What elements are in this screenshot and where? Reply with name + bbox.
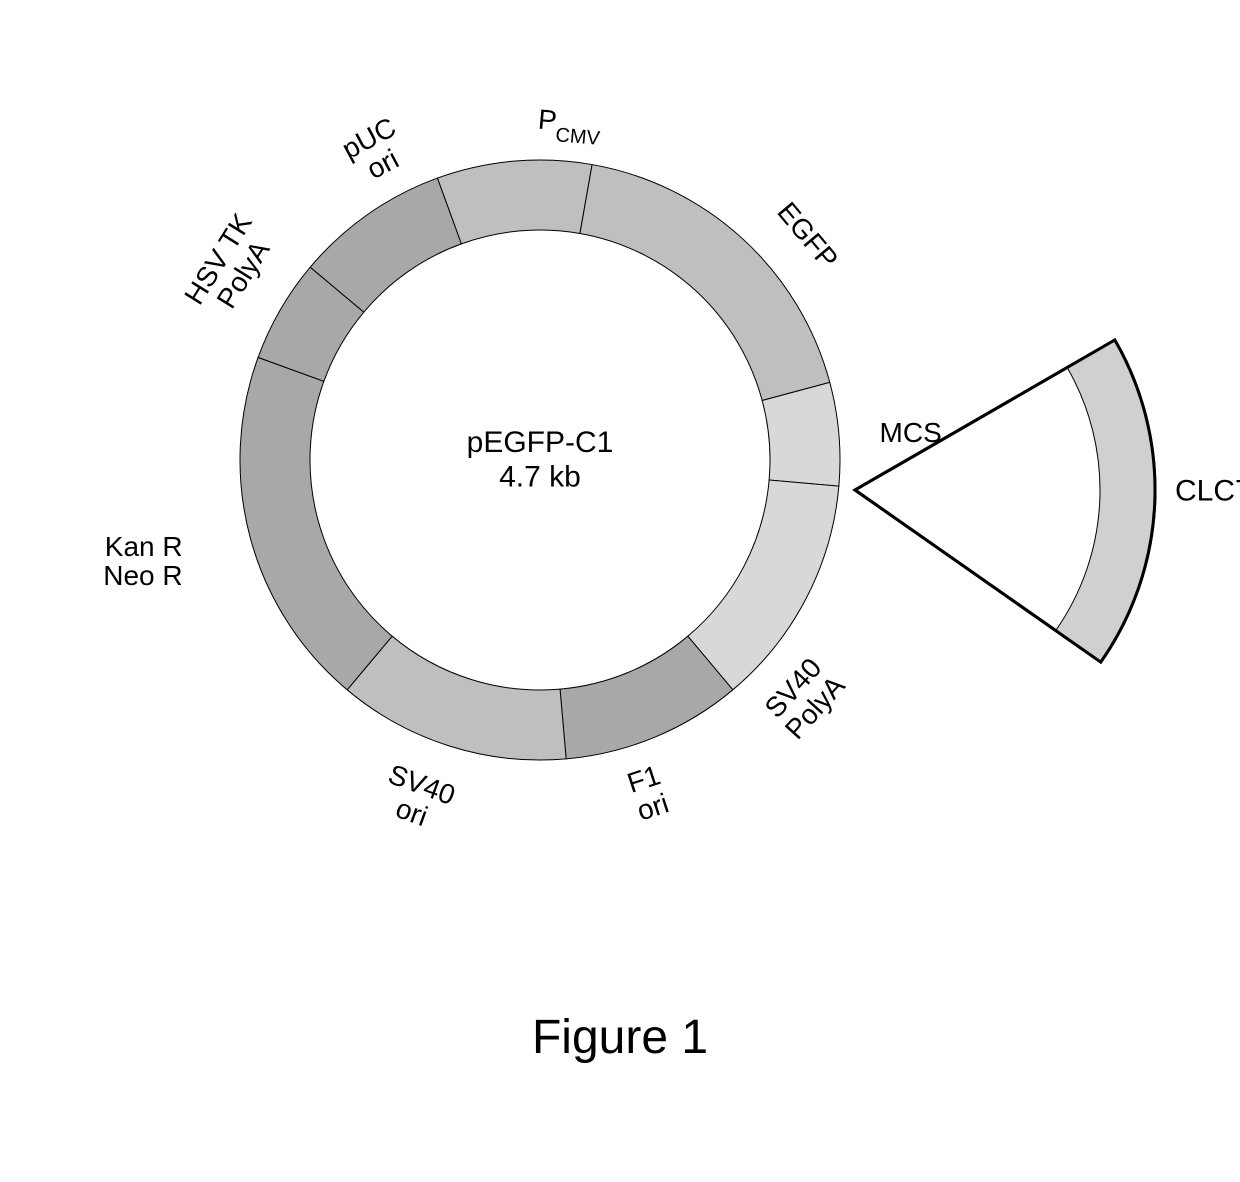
svg-text:MCS: MCS bbox=[880, 417, 942, 448]
mcs_label: MCS bbox=[880, 417, 942, 448]
segment-sv40_ori bbox=[347, 636, 566, 760]
segment-sv40pa bbox=[688, 480, 839, 690]
segment-mcs bbox=[762, 382, 840, 486]
svg-text:PCMV: PCMV bbox=[536, 104, 603, 150]
svg-text:HSV TKPolyA: HSV TKPolyA bbox=[178, 208, 283, 326]
svg-text:F1ori: F1ori bbox=[623, 759, 673, 827]
egfp_label: EGFP bbox=[771, 196, 844, 274]
puc_ori_label: pUCori bbox=[337, 111, 415, 191]
svg-text:Kan RNeo R: Kan RNeo R bbox=[103, 531, 182, 591]
kan_neo_label: Kan RNeo R bbox=[103, 531, 182, 591]
sv40pa_label: SV40PolyA bbox=[757, 650, 851, 745]
segment-p_cmv bbox=[437, 160, 592, 244]
svg-text:SV40PolyA: SV40PolyA bbox=[757, 650, 851, 745]
figure-caption: Figure 1 bbox=[0, 1010, 1240, 1065]
plasmid-name-label: pEGFP-C14.7 kb bbox=[467, 426, 614, 494]
insert-label: CLC7 bbox=[1175, 475, 1240, 508]
sv40_ori_label: SV40ori bbox=[374, 758, 459, 838]
hsv_tk_label: HSV TKPolyA bbox=[178, 208, 283, 326]
f1_ori_label: F1ori bbox=[623, 759, 673, 827]
plasmid-diagram: pEGFP-C14.7 kb PCMV EGFP MCS SV40PolyA F1ori S… bbox=[0, 0, 1240, 1182]
svg-text:EGFP: EGFP bbox=[771, 196, 844, 274]
svg-text:pUCori: pUCori bbox=[337, 111, 415, 191]
svg-text:SV40ori: SV40ori bbox=[374, 758, 459, 838]
p_cmv_label: PCMV bbox=[536, 104, 603, 150]
insert-wedge: CLC7 bbox=[855, 340, 1240, 662]
segment-kan_neo bbox=[240, 357, 392, 689]
